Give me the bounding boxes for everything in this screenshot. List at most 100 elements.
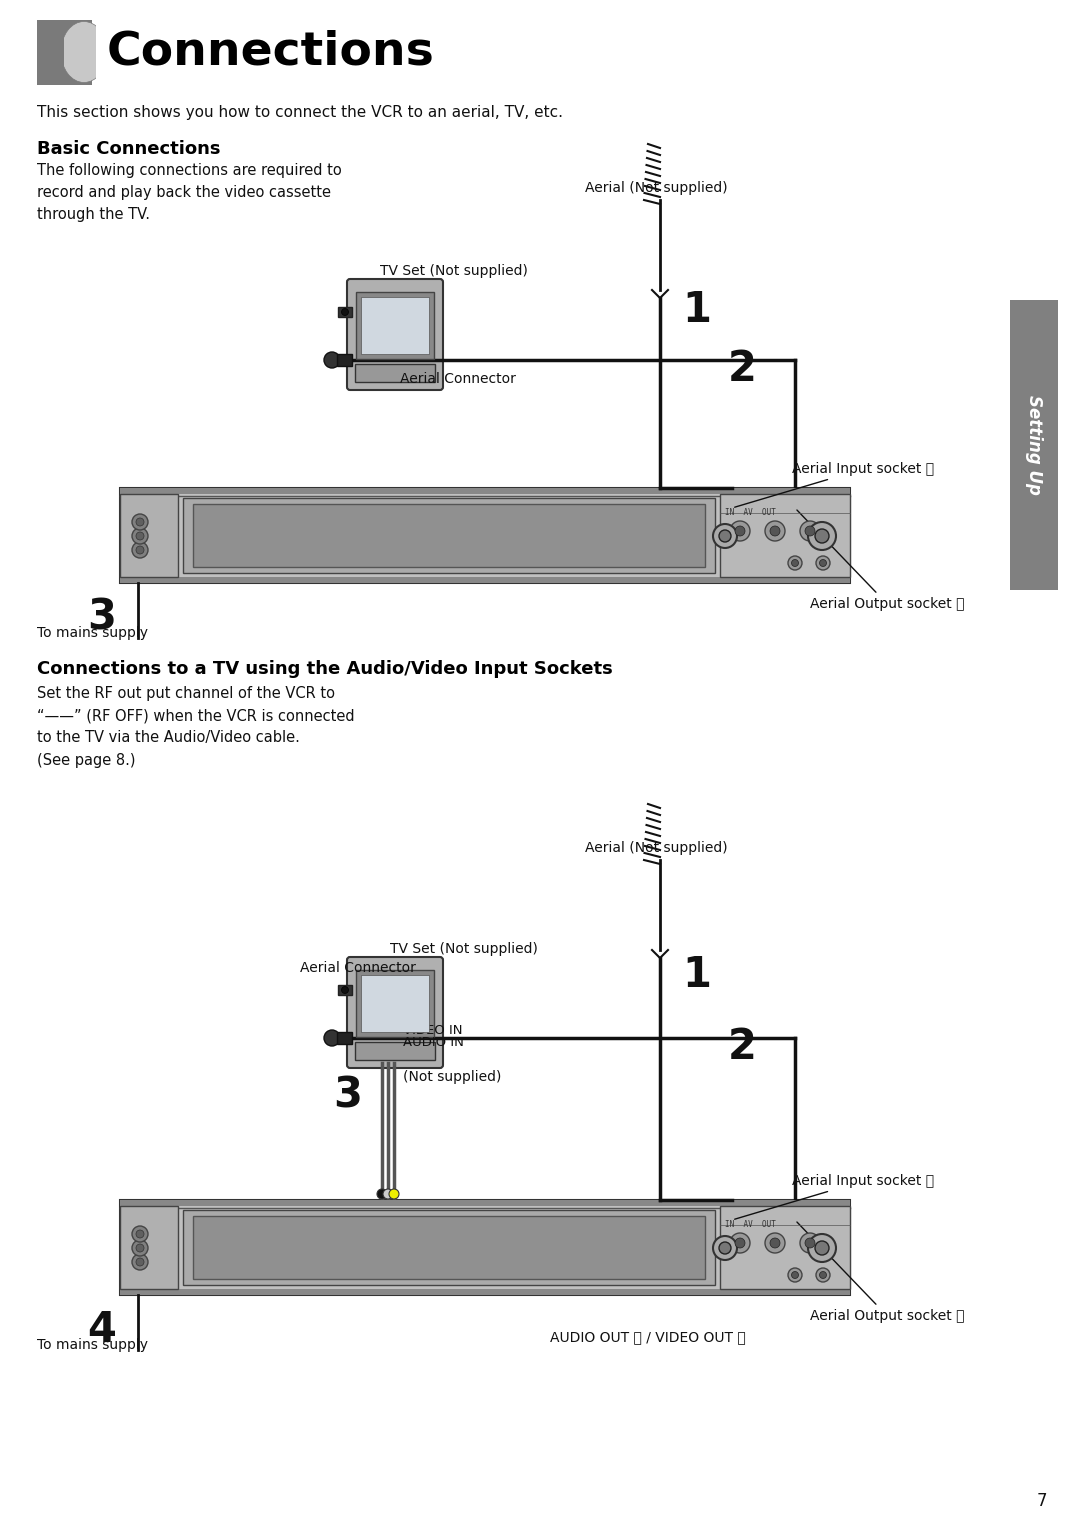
- Circle shape: [820, 560, 826, 566]
- Circle shape: [132, 514, 148, 530]
- Text: The following connections are required to
record and play back the video cassett: The following connections are required t…: [37, 163, 341, 223]
- Circle shape: [132, 1225, 148, 1242]
- Circle shape: [770, 1238, 780, 1248]
- Circle shape: [136, 546, 144, 554]
- Bar: [361, 975, 429, 1032]
- Circle shape: [324, 1030, 340, 1045]
- Circle shape: [341, 986, 349, 993]
- Text: Connections to a TV using the Audio/Video Input Sockets: Connections to a TV using the Audio/Vide…: [37, 661, 612, 678]
- Bar: [720, 494, 850, 577]
- Bar: [338, 984, 352, 995]
- Bar: [355, 1042, 435, 1061]
- Bar: [337, 1032, 352, 1044]
- Text: 3: 3: [87, 597, 116, 639]
- Circle shape: [713, 523, 737, 548]
- Circle shape: [808, 1235, 836, 1262]
- Circle shape: [136, 1257, 144, 1267]
- Circle shape: [815, 530, 829, 543]
- Text: To mains supply: To mains supply: [37, 626, 148, 639]
- Circle shape: [770, 526, 780, 536]
- Text: AUDIO OUT Ⓑ / VIDEO OUT Ⓓ: AUDIO OUT Ⓑ / VIDEO OUT Ⓓ: [550, 1331, 746, 1344]
- Circle shape: [788, 555, 802, 571]
- Bar: [355, 365, 435, 382]
- FancyBboxPatch shape: [347, 957, 443, 1068]
- Text: To mains supply: To mains supply: [37, 1338, 148, 1352]
- Bar: [120, 1199, 850, 1206]
- Circle shape: [820, 1271, 826, 1279]
- Circle shape: [377, 1189, 387, 1199]
- Circle shape: [816, 555, 831, 571]
- Circle shape: [816, 1268, 831, 1282]
- Text: TV Set (Not supplied): TV Set (Not supplied): [380, 264, 528, 278]
- Text: (Not supplied): (Not supplied): [403, 1070, 501, 1083]
- Bar: [120, 494, 178, 577]
- Circle shape: [800, 1233, 820, 1253]
- Text: Aerial (Not supplied): Aerial (Not supplied): [585, 182, 728, 195]
- Text: Setting Up: Setting Up: [1025, 395, 1043, 494]
- Bar: [361, 298, 429, 354]
- Text: TV Set (Not supplied): TV Set (Not supplied): [390, 942, 538, 955]
- Circle shape: [719, 530, 731, 542]
- Circle shape: [815, 1241, 829, 1254]
- Text: VIDEO IN: VIDEO IN: [403, 1024, 462, 1036]
- Bar: [183, 497, 715, 572]
- Bar: [193, 504, 705, 568]
- Bar: [356, 291, 434, 359]
- Bar: [338, 307, 352, 317]
- Text: Aerial Output socket Ⓓ: Aerial Output socket Ⓓ: [797, 1222, 964, 1323]
- Bar: [1010, 301, 1058, 591]
- Circle shape: [765, 520, 785, 542]
- Circle shape: [136, 533, 144, 540]
- Circle shape: [136, 1230, 144, 1238]
- Circle shape: [735, 526, 745, 536]
- Bar: [120, 488, 850, 494]
- Bar: [120, 1199, 850, 1296]
- Bar: [356, 971, 434, 1038]
- Circle shape: [730, 520, 750, 542]
- Circle shape: [730, 1233, 750, 1253]
- Text: Aerial Connector: Aerial Connector: [400, 372, 516, 386]
- Text: Connections: Connections: [107, 29, 435, 75]
- Bar: [120, 577, 850, 583]
- Text: 2: 2: [728, 1025, 757, 1068]
- Text: Set the RF out put channel of the VCR to
“——” (RF OFF) when the VCR is connected: Set the RF out put channel of the VCR to…: [37, 687, 354, 768]
- Bar: [193, 1216, 705, 1279]
- Bar: [37, 20, 92, 85]
- Text: 4: 4: [87, 1309, 116, 1351]
- Text: 3: 3: [333, 1074, 362, 1117]
- Bar: [720, 1206, 850, 1289]
- Bar: [337, 354, 352, 366]
- Circle shape: [136, 517, 144, 526]
- Bar: [120, 1289, 850, 1296]
- Circle shape: [713, 1236, 737, 1260]
- Circle shape: [341, 308, 349, 316]
- Text: AUDIO IN: AUDIO IN: [403, 1036, 464, 1050]
- Circle shape: [324, 353, 340, 368]
- Text: Aerial (Not supplied): Aerial (Not supplied): [585, 841, 728, 855]
- Text: 7: 7: [1037, 1492, 1048, 1511]
- Ellipse shape: [60, 21, 107, 82]
- FancyBboxPatch shape: [347, 279, 443, 391]
- Circle shape: [132, 1254, 148, 1270]
- Text: 2: 2: [728, 348, 757, 391]
- Text: Aerial Input socket Ⓒ: Aerial Input socket Ⓒ: [734, 462, 934, 507]
- Circle shape: [136, 1244, 144, 1251]
- Text: 1: 1: [681, 954, 711, 996]
- Circle shape: [792, 1271, 798, 1279]
- Circle shape: [808, 522, 836, 549]
- Text: Aerial Output socket Ⓓ: Aerial Output socket Ⓓ: [797, 510, 964, 610]
- Circle shape: [132, 528, 148, 543]
- Circle shape: [735, 1238, 745, 1248]
- Circle shape: [719, 1242, 731, 1254]
- Bar: [120, 488, 850, 583]
- Text: IN  AV  OUT: IN AV OUT: [725, 508, 775, 517]
- Bar: [183, 1210, 715, 1285]
- Circle shape: [805, 1238, 815, 1248]
- Text: Aerial Connector: Aerial Connector: [300, 961, 416, 975]
- Circle shape: [132, 542, 148, 559]
- Circle shape: [389, 1189, 399, 1199]
- Text: 1: 1: [681, 288, 711, 331]
- Circle shape: [765, 1233, 785, 1253]
- Bar: [120, 1206, 178, 1289]
- Text: Aerial Input socket Ⓒ: Aerial Input socket Ⓒ: [734, 1173, 934, 1219]
